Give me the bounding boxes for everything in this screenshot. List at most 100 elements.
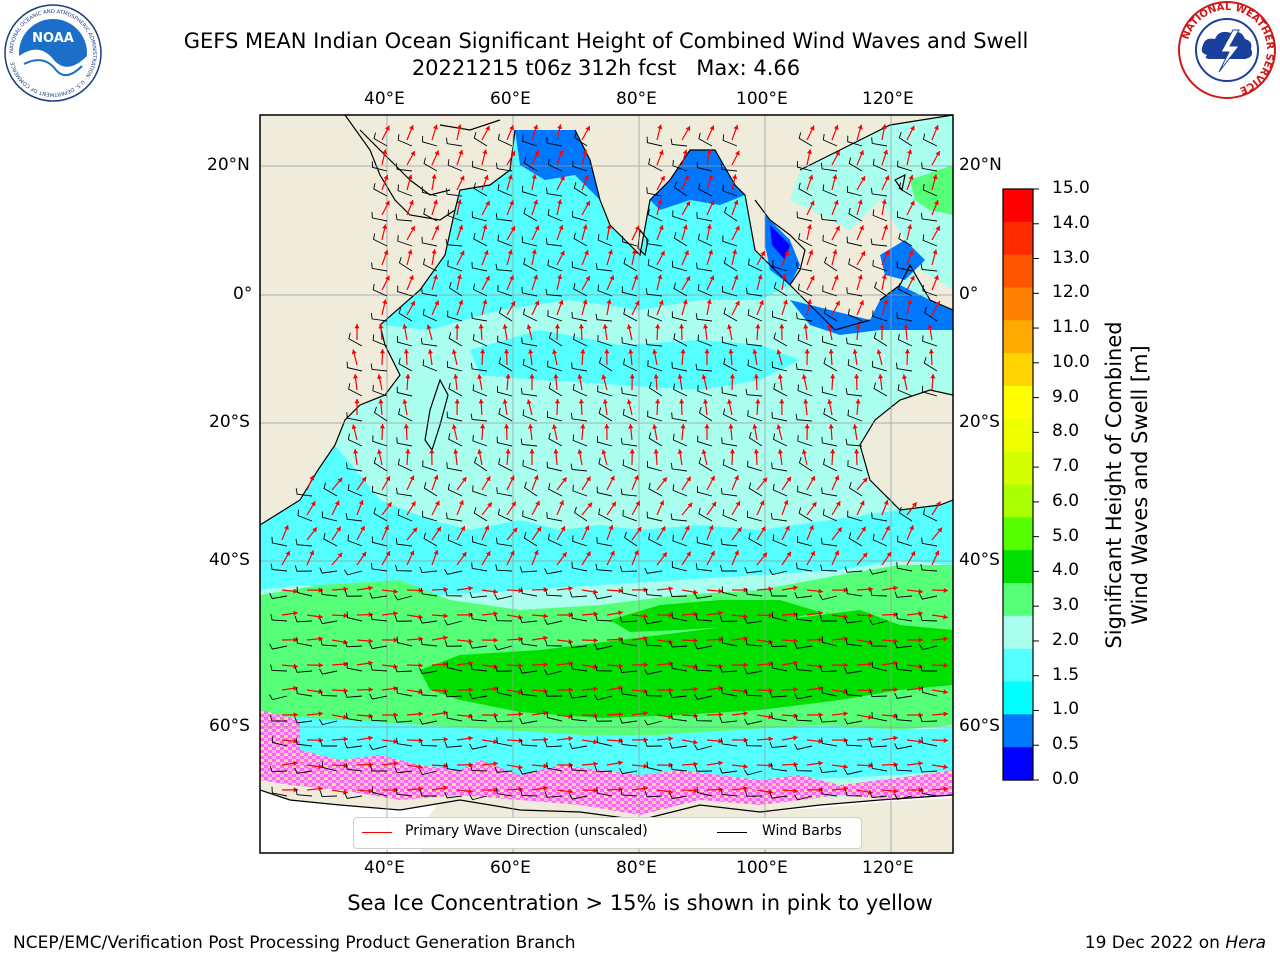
wave-direction-arrowhead	[859, 150, 864, 156]
wave-direction-arrowhead	[411, 501, 416, 507]
wave-direction-arrowhead	[610, 475, 615, 481]
wind-barb	[923, 133, 938, 147]
wave-direction-arrowhead	[768, 762, 773, 768]
wind-barb	[796, 211, 813, 222]
wave-direction-arrowhead	[643, 613, 648, 619]
wave-direction-arrowhead	[711, 501, 717, 507]
wind-barb	[923, 508, 938, 522]
wave-direction-arrowhead	[786, 551, 791, 557]
wave-direction-arrowhead	[543, 613, 548, 619]
wind-barb	[446, 762, 463, 772]
wind-barb	[872, 360, 888, 372]
wind-barb	[721, 636, 738, 647]
wind-barb	[696, 262, 713, 272]
wave-direction-arrowhead	[487, 502, 492, 508]
wave-direction-arrowhead	[878, 374, 884, 379]
wind-barb	[471, 562, 488, 572]
wave-direction-arrowhead	[456, 199, 462, 205]
map-legend: Primary Wave Direction (unscaled) Wind B…	[353, 817, 862, 849]
wind-barb	[920, 212, 938, 222]
wave-direction-arrowhead	[512, 527, 518, 533]
wind-barb	[920, 563, 938, 572]
wind-barb	[596, 486, 613, 497]
wind-barb	[470, 413, 488, 422]
wind-barb	[647, 309, 663, 322]
wave-direction-arrowhead	[686, 551, 691, 557]
wind-barb	[698, 406, 713, 422]
wave-direction-arrowhead	[385, 476, 391, 482]
wind-barb	[922, 385, 938, 397]
wind-barb	[497, 133, 513, 147]
wind-barb	[472, 333, 488, 347]
wind-barb	[270, 563, 288, 572]
wind-barb	[569, 641, 588, 649]
wind-barb	[469, 743, 488, 750]
wave-direction-arrowhead	[668, 687, 673, 693]
wind-barb	[847, 460, 863, 472]
wave-direction-arrowhead	[461, 477, 467, 483]
wind-barb	[595, 664, 613, 672]
wave-direction-arrowhead	[629, 374, 635, 379]
wind-barb	[344, 640, 363, 648]
wind-barb	[722, 285, 738, 297]
wind-barb	[744, 718, 763, 725]
wind-barb	[346, 462, 363, 472]
wind-barb	[619, 565, 638, 572]
wave-direction-arrowhead	[893, 788, 898, 794]
wind-barb	[720, 487, 738, 497]
wave-direction-arrowhead	[493, 686, 498, 692]
wave-direction-arrowhead	[468, 788, 473, 794]
wave-direction-arrowhead	[743, 711, 748, 717]
wave-direction-arrowhead	[461, 552, 467, 558]
wave-direction-arrowhead	[668, 736, 673, 742]
wave-direction-arrowhead	[285, 551, 290, 557]
wave-direction-arrowhead	[293, 738, 298, 744]
wind-barb	[671, 361, 688, 372]
wave-direction-arrowhead	[518, 614, 523, 620]
wind-barb	[494, 715, 513, 723]
wave-direction-arrowhead	[618, 760, 623, 766]
wind-barb	[497, 234, 513, 247]
wave-direction-arrowhead	[558, 224, 564, 230]
wave-direction-arrowhead	[943, 614, 948, 620]
wind-barb	[394, 767, 413, 774]
wave-direction-arrowhead	[927, 324, 933, 329]
wave-direction-arrowhead	[412, 527, 418, 533]
wind-barb	[897, 333, 913, 347]
wave-direction-arrowhead	[368, 638, 373, 644]
wave-direction-arrowhead	[830, 374, 836, 379]
wind-barb	[295, 788, 313, 797]
wave-direction-arrowhead	[910, 275, 915, 281]
wave-direction-arrowhead	[453, 449, 459, 454]
wave-direction-arrowhead	[418, 636, 423, 642]
wave-direction-arrowhead	[358, 500, 364, 505]
wave-direction-arrowhead	[354, 399, 360, 404]
wave-direction-arrowhead	[580, 424, 586, 429]
colorbar-tick-label: 5.0	[1052, 525, 1080, 546]
wave-direction-arrowhead	[832, 249, 838, 255]
wind-barb	[820, 564, 838, 572]
wave-direction-arrowhead	[693, 739, 698, 745]
wave-direction-arrowhead	[811, 502, 817, 508]
wind-barb	[795, 663, 813, 672]
wave-direction-arrowhead	[434, 225, 440, 231]
wave-direction-arrowhead	[693, 686, 698, 692]
wave-direction-arrowhead	[493, 787, 498, 793]
wind-barb	[870, 238, 888, 247]
wave-direction-arrowhead	[743, 688, 748, 694]
wave-direction-arrowhead	[743, 613, 748, 619]
wave-direction-arrowhead	[407, 174, 413, 180]
wave-direction-arrowhead	[718, 610, 723, 616]
wind-barb	[822, 285, 838, 297]
wind-barb	[323, 533, 338, 547]
wind-barb	[894, 642, 913, 649]
wind-barb	[597, 234, 613, 247]
noaa-logo-text: NOAA	[32, 31, 74, 46]
wind-barb	[848, 532, 863, 547]
wave-direction-arrowhead	[753, 374, 759, 379]
wind-barb	[374, 406, 388, 422]
wind-barb	[569, 742, 588, 750]
wind-barb	[869, 690, 888, 697]
wind-barb	[845, 638, 863, 647]
wave-direction-arrowhead	[585, 126, 590, 132]
